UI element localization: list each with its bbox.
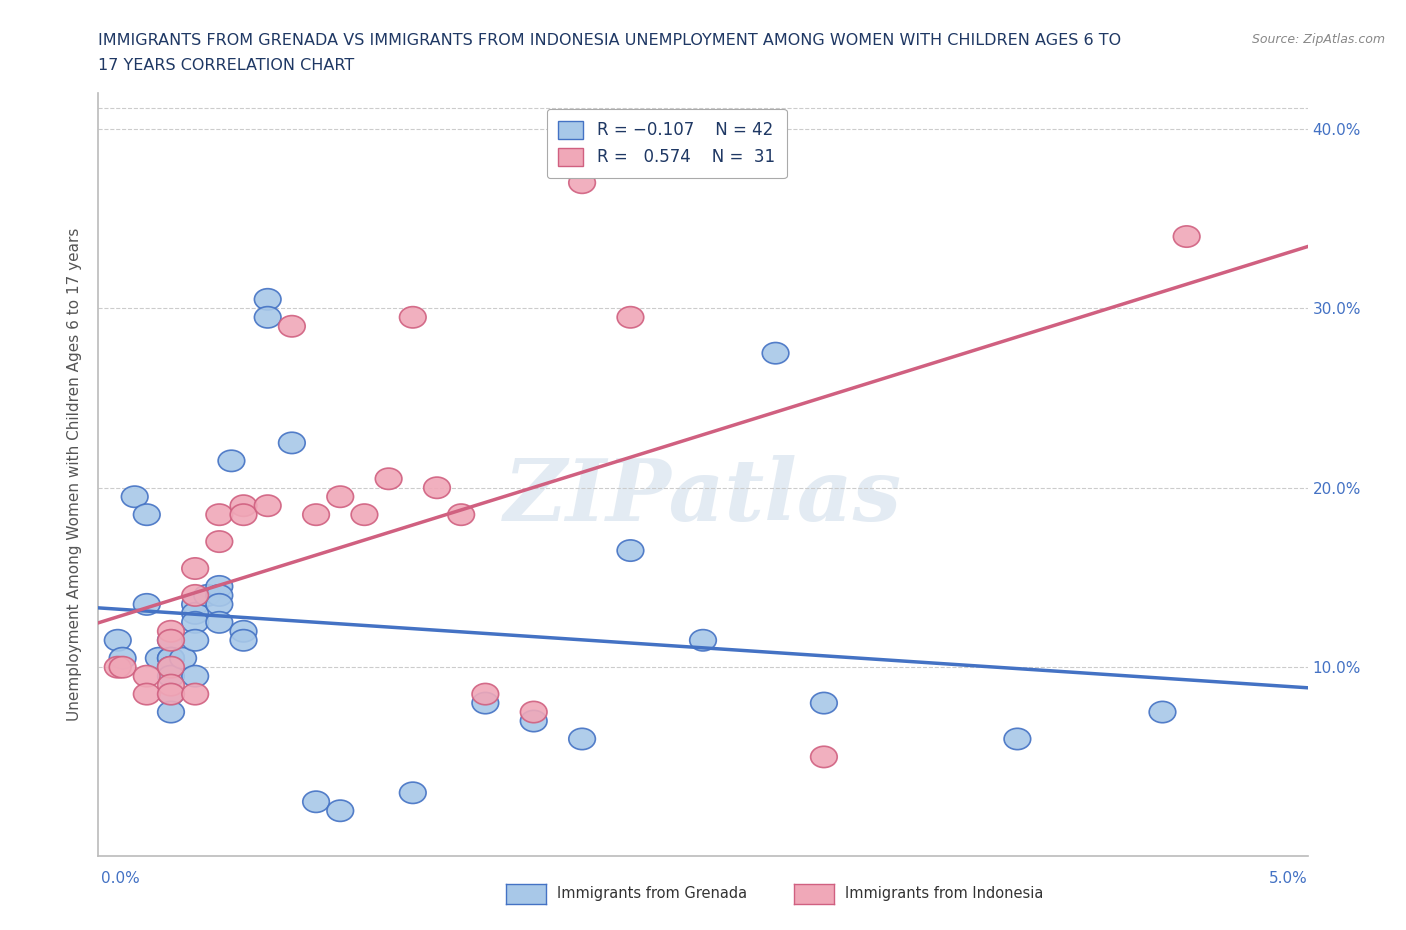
Ellipse shape bbox=[399, 782, 426, 804]
Ellipse shape bbox=[157, 684, 184, 705]
Ellipse shape bbox=[762, 342, 789, 364]
Ellipse shape bbox=[399, 307, 426, 328]
Ellipse shape bbox=[157, 620, 184, 642]
Text: ZIPatlas: ZIPatlas bbox=[503, 456, 903, 538]
Ellipse shape bbox=[1149, 701, 1175, 723]
Ellipse shape bbox=[104, 657, 131, 678]
Ellipse shape bbox=[134, 504, 160, 525]
Ellipse shape bbox=[617, 307, 644, 328]
Ellipse shape bbox=[181, 630, 208, 651]
Ellipse shape bbox=[170, 647, 197, 669]
Ellipse shape bbox=[352, 504, 378, 525]
Ellipse shape bbox=[302, 791, 329, 813]
Ellipse shape bbox=[1174, 226, 1199, 247]
Text: Immigrants from Grenada: Immigrants from Grenada bbox=[557, 886, 747, 901]
Text: Source: ZipAtlas.com: Source: ZipAtlas.com bbox=[1251, 33, 1385, 46]
Ellipse shape bbox=[690, 630, 716, 651]
Ellipse shape bbox=[181, 612, 208, 633]
Ellipse shape bbox=[110, 657, 136, 678]
Ellipse shape bbox=[121, 486, 148, 508]
Ellipse shape bbox=[811, 693, 837, 713]
Ellipse shape bbox=[157, 701, 184, 723]
Ellipse shape bbox=[811, 746, 837, 767]
Ellipse shape bbox=[134, 593, 160, 615]
Ellipse shape bbox=[157, 657, 184, 678]
Text: 17 YEARS CORRELATION CHART: 17 YEARS CORRELATION CHART bbox=[98, 58, 354, 73]
Ellipse shape bbox=[278, 432, 305, 454]
Ellipse shape bbox=[278, 315, 305, 337]
Ellipse shape bbox=[110, 647, 136, 669]
Ellipse shape bbox=[569, 172, 595, 193]
Ellipse shape bbox=[569, 728, 595, 750]
Ellipse shape bbox=[157, 666, 184, 687]
Ellipse shape bbox=[134, 666, 160, 687]
Ellipse shape bbox=[157, 630, 184, 651]
Ellipse shape bbox=[254, 307, 281, 328]
Ellipse shape bbox=[181, 585, 208, 606]
Ellipse shape bbox=[520, 701, 547, 723]
Ellipse shape bbox=[157, 647, 184, 669]
Ellipse shape bbox=[254, 288, 281, 310]
Text: 0.0%: 0.0% bbox=[101, 871, 141, 886]
Ellipse shape bbox=[157, 684, 184, 705]
Ellipse shape bbox=[157, 674, 184, 696]
Legend: R = −0.107    N = 42, R =   0.574    N =  31: R = −0.107 N = 42, R = 0.574 N = 31 bbox=[547, 109, 786, 178]
Ellipse shape bbox=[157, 630, 184, 651]
Ellipse shape bbox=[207, 531, 232, 552]
Ellipse shape bbox=[231, 504, 257, 525]
Ellipse shape bbox=[231, 495, 257, 516]
Ellipse shape bbox=[104, 630, 131, 651]
Ellipse shape bbox=[181, 593, 208, 615]
Ellipse shape bbox=[423, 477, 450, 498]
Ellipse shape bbox=[181, 666, 208, 687]
Ellipse shape bbox=[134, 684, 160, 705]
Text: IMMIGRANTS FROM GRENADA VS IMMIGRANTS FROM INDONESIA UNEMPLOYMENT AMONG WOMEN WI: IMMIGRANTS FROM GRENADA VS IMMIGRANTS FR… bbox=[98, 33, 1122, 47]
Ellipse shape bbox=[231, 630, 257, 651]
Ellipse shape bbox=[207, 504, 232, 525]
Ellipse shape bbox=[207, 612, 232, 633]
Ellipse shape bbox=[207, 585, 232, 606]
Ellipse shape bbox=[181, 558, 208, 579]
Ellipse shape bbox=[617, 540, 644, 561]
Ellipse shape bbox=[302, 504, 329, 525]
Y-axis label: Unemployment Among Women with Children Ages 6 to 17 years: Unemployment Among Women with Children A… bbox=[67, 228, 83, 721]
Ellipse shape bbox=[1004, 728, 1031, 750]
Text: Immigrants from Indonesia: Immigrants from Indonesia bbox=[845, 886, 1043, 901]
Ellipse shape bbox=[207, 593, 232, 615]
Ellipse shape bbox=[157, 657, 184, 678]
Ellipse shape bbox=[194, 585, 221, 606]
Ellipse shape bbox=[218, 450, 245, 472]
Ellipse shape bbox=[146, 647, 172, 669]
Ellipse shape bbox=[472, 693, 499, 713]
Ellipse shape bbox=[472, 684, 499, 705]
Ellipse shape bbox=[449, 504, 474, 525]
Ellipse shape bbox=[328, 486, 353, 508]
Ellipse shape bbox=[181, 684, 208, 705]
Text: 5.0%: 5.0% bbox=[1268, 871, 1308, 886]
Ellipse shape bbox=[254, 495, 281, 516]
Ellipse shape bbox=[328, 800, 353, 821]
Ellipse shape bbox=[207, 576, 232, 597]
Ellipse shape bbox=[181, 603, 208, 624]
Ellipse shape bbox=[231, 620, 257, 642]
Ellipse shape bbox=[520, 711, 547, 732]
Ellipse shape bbox=[375, 468, 402, 489]
Ellipse shape bbox=[157, 647, 184, 669]
